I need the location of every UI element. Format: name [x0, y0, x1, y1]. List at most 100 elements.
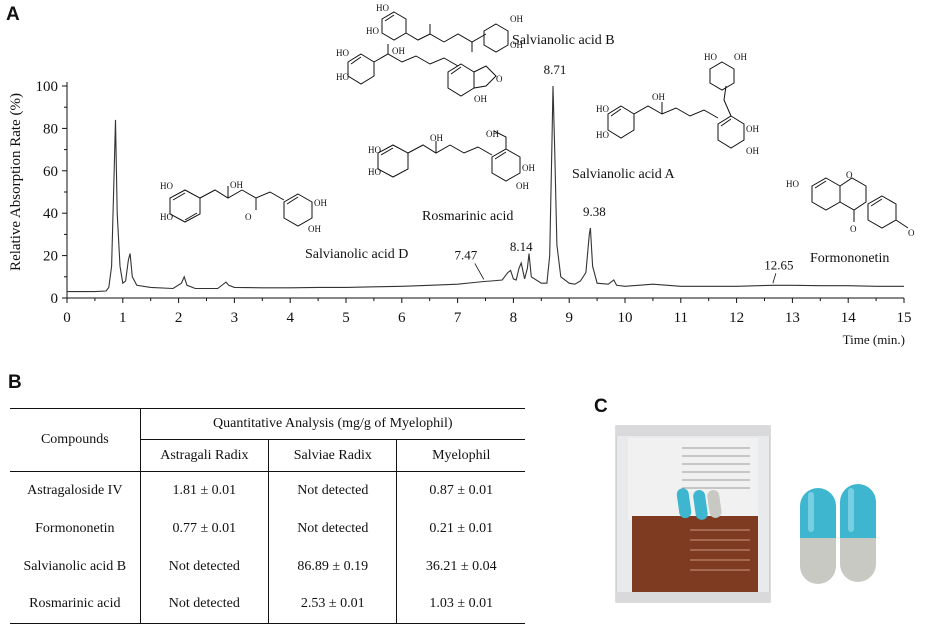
- y-tick-label: 20: [43, 249, 58, 265]
- medicine-pouch-image: [615, 425, 771, 603]
- svg-text:HO: HO: [366, 26, 379, 36]
- y-axis-label: Relative Absorption Rate (%): [8, 93, 24, 271]
- compound-name: Rosmarinic acid: [10, 585, 141, 624]
- svg-text:HO: HO: [704, 52, 717, 62]
- svg-text:HO: HO: [596, 130, 609, 140]
- x-tick-label: 14: [841, 310, 857, 326]
- chromatogram-trace: [67, 85, 904, 293]
- svg-text:HO: HO: [336, 72, 349, 82]
- svg-text:HO: HO: [160, 212, 173, 222]
- svg-text:OH: OH: [510, 14, 523, 24]
- svg-text:OH: OH: [734, 52, 747, 62]
- svg-text:HO: HO: [596, 104, 609, 114]
- table-cell: Not detected: [139, 585, 269, 624]
- myelophil-product-photo: [615, 425, 876, 603]
- quantitative-analysis-table: Compounds Quantitative Analysis (mg/g of…: [10, 408, 525, 624]
- peak-label: 12.65: [764, 257, 793, 272]
- group-header: Quantitative Analysis (mg/g of Myelophil…: [139, 408, 525, 440]
- table-cell: Not detected: [268, 471, 397, 510]
- x-tick-label: 7: [454, 310, 462, 326]
- y-tick-label: 60: [43, 164, 58, 180]
- table-cell: 0.21 ± 0.01: [396, 509, 525, 548]
- x-tick-label: 0: [63, 310, 71, 326]
- x-tick-label: 12: [729, 310, 744, 326]
- x-tick-label: 5: [342, 310, 350, 326]
- structure-salvianolic-acid-a: HO HO OH HO OH OH OH: [596, 52, 759, 156]
- x-tick-label: 6: [398, 310, 406, 326]
- y-tick-label: 0: [51, 291, 59, 307]
- peak-label: 8.14: [510, 239, 533, 254]
- compounds-header: Compounds: [10, 408, 141, 472]
- svg-text:OH: OH: [522, 163, 535, 173]
- panel-label-c: C: [594, 396, 608, 417]
- column-header: Myelophil: [396, 439, 525, 472]
- svg-text:OH: OH: [392, 46, 405, 56]
- y-tick-label: 80: [43, 121, 58, 137]
- compound-label-rosmarinic-acid: Rosmarinic acid: [422, 209, 513, 224]
- capsule-image: [800, 488, 836, 584]
- table-cell: 1.03 ± 0.01: [396, 585, 525, 624]
- svg-text:O: O: [245, 212, 252, 222]
- table-cell: 0.77 ± 0.01: [139, 509, 269, 548]
- peak-label: 8.71: [544, 62, 567, 77]
- svg-text:O: O: [908, 228, 915, 238]
- svg-text:O: O: [846, 170, 853, 180]
- table-cell: 1.81 ± 0.01: [139, 471, 269, 510]
- table-row: Salvianolic acid B Not detected 86.89 ± …: [10, 547, 525, 586]
- table-cell: 2.53 ± 0.01: [268, 585, 397, 624]
- table-cell: Not detected: [139, 547, 269, 586]
- peak-label: 7.47: [454, 247, 477, 262]
- table-cell: 0.87 ± 0.01: [396, 471, 525, 510]
- y-tick-label: 100: [36, 79, 59, 95]
- panel-label-b: B: [8, 372, 22, 393]
- svg-text:OH: OH: [230, 180, 243, 190]
- x-tick-label: 10: [618, 310, 633, 326]
- svg-text:HO: HO: [376, 3, 389, 13]
- svg-text:OH: OH: [510, 40, 523, 50]
- svg-text:HO: HO: [368, 145, 381, 155]
- compound-name: Formononetin: [35, 520, 115, 536]
- svg-text:HO: HO: [368, 167, 381, 177]
- compound-label-formononetin: Formononetin: [810, 251, 889, 266]
- compound-label-salvianolic-acid-b: Salvianolic acid B: [512, 33, 615, 48]
- column-header: Salviae Radix: [268, 439, 397, 472]
- table-row: Rosmarinic acid Not detected 2.53 ± 0.01…: [10, 585, 525, 624]
- table-row: Formononetin 0.77 ± 0.01 Not detected 0.…: [10, 509, 525, 548]
- structure-salvianolic-acid-d: HO HO OH O OH OH: [160, 180, 327, 234]
- y-tick-label: 40: [43, 206, 58, 222]
- peak-label: 9.38: [583, 204, 606, 219]
- svg-text:OH: OH: [746, 124, 759, 134]
- x-tick-label: 3: [231, 310, 239, 326]
- svg-text:OH: OH: [430, 133, 443, 143]
- svg-text:O: O: [496, 74, 503, 84]
- capsule-image: [840, 484, 876, 582]
- x-tick-label: 4: [286, 310, 294, 326]
- svg-text:OH: OH: [516, 181, 529, 191]
- svg-text:HO: HO: [786, 179, 799, 189]
- peak-labels: 7.47 8.14 8.71 9.38 12.65: [454, 62, 793, 284]
- svg-text:OH: OH: [308, 224, 321, 234]
- table-cell: 36.21 ± 0.04: [396, 547, 525, 586]
- svg-text:HO: HO: [336, 48, 349, 58]
- x-tick-label: 1: [119, 310, 127, 326]
- compound-name: Astragaloside IV: [27, 482, 123, 498]
- column-header: Astragali Radix: [139, 439, 269, 472]
- svg-text:OH: OH: [746, 146, 759, 156]
- y-axis-ticks: 0 20 40 60 80 100: [36, 79, 67, 307]
- peak-leader-line: [474, 263, 485, 280]
- compound-label-salvianolic-acid-d: Salvianolic acid D: [305, 247, 408, 262]
- svg-text:OH: OH: [314, 198, 327, 208]
- x-tick-label: 15: [897, 310, 912, 326]
- svg-text:OH: OH: [652, 92, 665, 102]
- x-tick-label: 2: [175, 310, 183, 326]
- svg-text:O: O: [850, 224, 857, 234]
- svg-text:OH: OH: [474, 94, 487, 104]
- table-cell: 86.89 ± 0.19: [268, 547, 397, 586]
- peak-leader-line: [772, 273, 777, 284]
- svg-text:OH: OH: [486, 129, 499, 139]
- x-axis-label: Time (min.): [843, 332, 905, 347]
- structure-rosmarinic-acid: HO HO OH OH OH OH: [368, 129, 535, 191]
- x-tick-label: 11: [674, 310, 688, 326]
- x-tick-label: 13: [785, 310, 800, 326]
